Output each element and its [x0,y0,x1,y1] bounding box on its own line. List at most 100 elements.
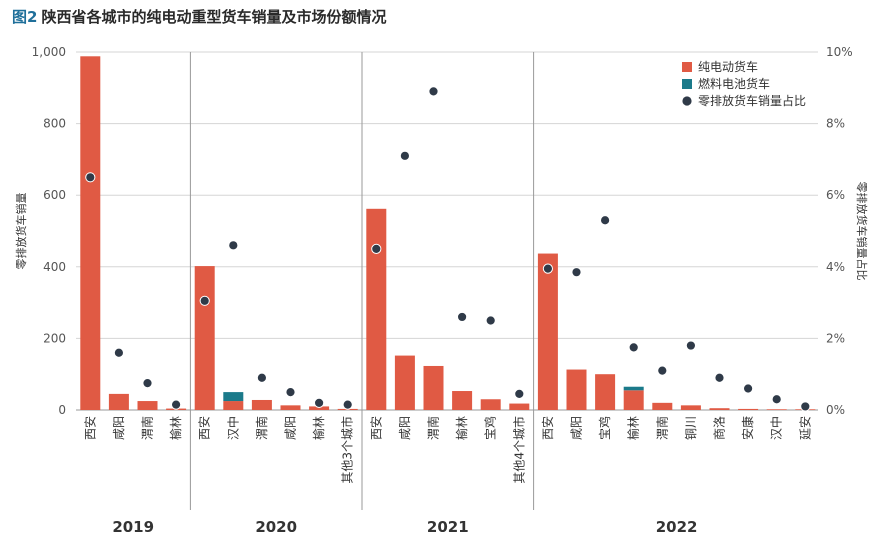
share-point [600,215,611,226]
y2-tick-label: 2% [826,331,845,345]
x-tick-label: 咸阳 [112,416,126,440]
bar-bev [509,403,530,410]
share-point [800,401,811,412]
y-tick-label: 1,000 [32,45,66,59]
share-point [542,263,554,274]
x-tick-label: 渭南 [654,416,669,440]
y-tick-label: 200 [43,331,66,345]
share-point [743,383,754,394]
bar-bev [194,266,215,410]
y2-tick-label: 0% [826,403,845,417]
share-point [428,86,439,97]
bar-bev [680,405,701,410]
x-tick-label: 其他3个城市 [340,416,355,484]
share-point [285,387,296,398]
x-tick-label: 咸阳 [570,416,584,440]
x-tick-label: 渭南 [254,416,269,440]
y2-tick-label: 10% [826,45,853,59]
bar-bev [480,399,501,410]
share-point [314,397,325,408]
y2-axis-label: 零排放货车销量占比 [855,182,869,281]
share-point [514,388,525,399]
legend-swatch-share [682,96,692,106]
share-point [485,315,496,326]
bar-bev [80,56,101,411]
y-tick-label: 800 [43,117,66,131]
share-point [113,347,125,358]
bar-bev [566,369,587,410]
bar-bev [251,399,272,410]
year-label: 2019 [112,518,154,536]
x-tick-label: 西安 [82,416,97,440]
bar-bev [652,402,673,410]
x-tick-label: 安康 [740,416,755,440]
share-point [457,311,468,323]
share-point [714,372,725,383]
share-point [85,172,96,183]
x-tick-label: 咸阳 [284,416,298,440]
bar-bev [108,393,129,410]
y-tick-label: 400 [43,260,66,274]
share-point [371,243,382,254]
year-label: 2020 [255,518,297,536]
x-tick-label: 宝鸡 [483,416,498,440]
share-point [142,378,153,389]
y2-tick-label: 6% [826,188,845,202]
legend-swatch-fcev [682,79,692,89]
share-point [399,150,410,161]
bar-bev [709,408,730,410]
bar-fcev [623,386,644,391]
x-tick-label: 其他4个城市 [511,416,526,484]
x-tick-label: 西安 [540,416,555,440]
share-point [342,399,353,410]
bar-bev [394,355,415,410]
share-point [228,240,239,251]
year-label: 2021 [427,518,469,536]
bar-bev [766,409,787,410]
y2-tick-label: 8% [826,117,845,131]
share-point [199,295,210,306]
figure-title: 图2 陕西省各城市的纯电动重型货车销量及市场份额情况 [12,6,386,27]
legend-label-bev: 纯电动货车 [698,59,758,74]
x-tick-label: 汉中 [225,416,240,440]
x-tick-label: 榆林 [168,416,183,440]
share-point [628,342,639,353]
bar-fcev [223,392,244,402]
share-point [571,267,582,278]
x-tick-label: 渭南 [426,416,441,440]
x-tick-label: 榆林 [454,416,469,440]
share-point [771,394,782,405]
y-axis-label: 零排放货车销量 [14,193,28,270]
bar-bev [366,208,387,410]
figure-number: 图2 [12,8,38,26]
x-tick-label: 渭南 [140,416,155,440]
x-tick-label: 西安 [197,416,212,440]
share-point [685,340,697,351]
bar-bev [623,390,644,410]
year-label: 2022 [656,518,698,536]
legend-label-fcev: 燃料电池货车 [698,76,770,91]
bar-bev [423,365,444,410]
bar-bev [223,401,244,410]
bar-bev [738,408,759,410]
x-tick-label: 延安 [797,416,812,440]
y-tick-label: 0 [58,403,66,417]
bar-bev [452,391,473,410]
x-tick-label: 榆林 [311,416,326,440]
bar-bev [595,374,616,410]
figure-title-text: 陕西省各城市的纯电动重型货车销量及市场份额情况 [41,8,387,26]
legend-swatch-bev [682,62,692,72]
x-tick-label: 榆林 [626,416,641,440]
bar-bev [537,253,558,410]
y-tick-label: 600 [43,188,66,202]
share-point [256,372,267,383]
y2-tick-label: 4% [826,260,845,274]
x-tick-label: 商洛 [712,416,727,440]
share-point [171,399,182,410]
x-tick-label: 咸阳 [398,416,412,440]
x-tick-label: 铜川 [683,416,698,440]
legend-label-share: 零排放货车销量占比 [698,93,806,108]
bar-bev [280,405,301,410]
x-tick-label: 宝鸡 [597,416,612,440]
